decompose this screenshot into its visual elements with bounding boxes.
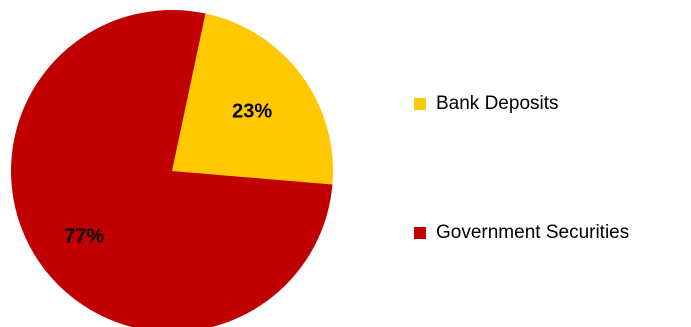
pie-labels: 23% 77% — [64, 100, 272, 247]
legend-item-government-securities: Government Securities — [414, 222, 629, 244]
pie-label-government-securities: 77% — [64, 225, 104, 247]
pie-slices — [11, 10, 333, 327]
legend-swatch-government-securities — [414, 227, 426, 239]
legend-item-bank-deposits: Bank Deposits — [414, 93, 559, 115]
legend-label-government-securities: Government Securities — [436, 222, 630, 243]
pie-slice-bank-deposits — [172, 13, 333, 185]
legend-swatch-bank-deposits — [414, 98, 426, 110]
pie-label-bank-deposits: 23% — [232, 100, 272, 122]
pie-slice-government-securities — [11, 10, 333, 327]
legend-label-bank-deposits: Bank Deposits — [436, 93, 559, 114]
